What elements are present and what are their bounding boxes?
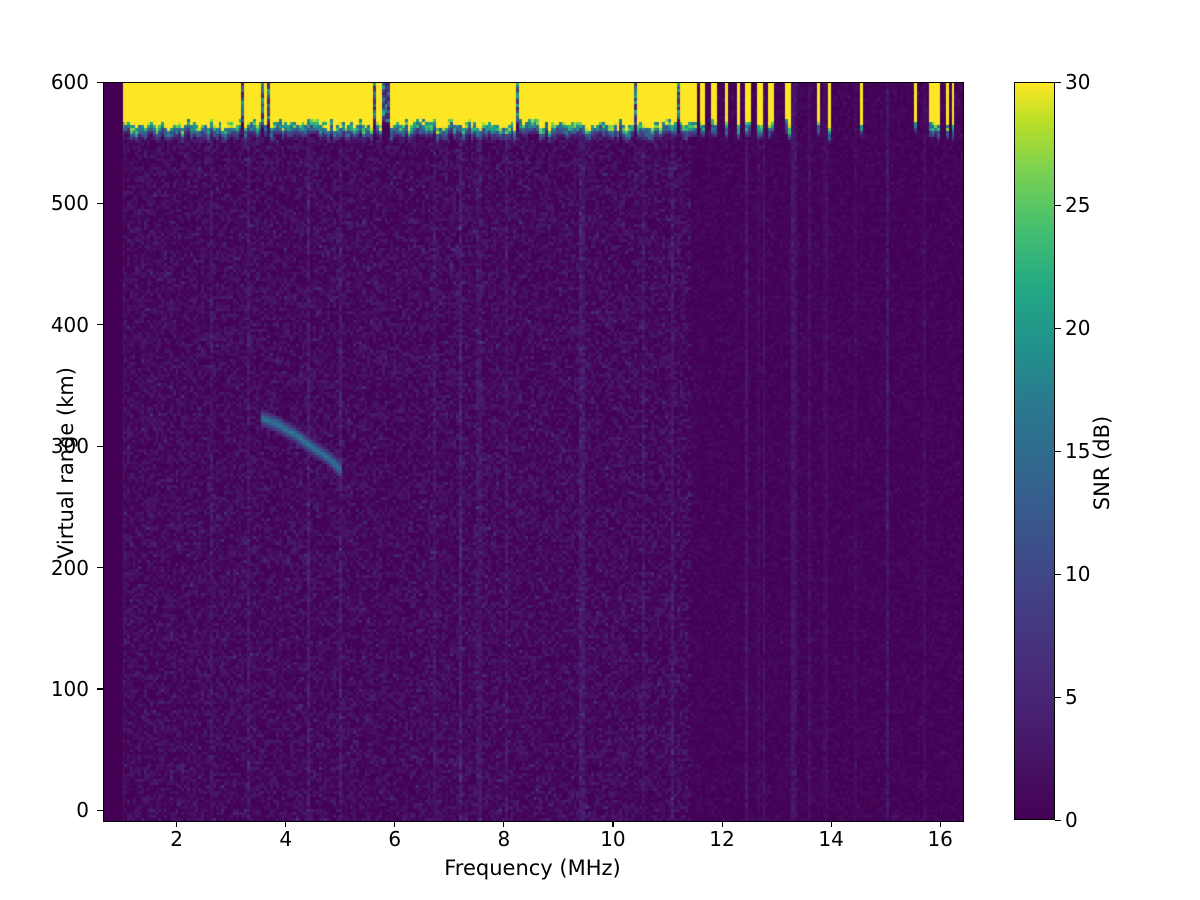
y-tick-label: 100 bbox=[50, 676, 89, 701]
colorbar-tick-mark bbox=[1055, 573, 1061, 575]
y-tick-mark bbox=[97, 445, 103, 447]
y-axis-label: Virtual range (km) bbox=[54, 366, 78, 560]
x-axis-label: Frequency (MHz) bbox=[444, 856, 621, 880]
x-tick-mark bbox=[612, 821, 614, 827]
colorbar-tick-mark bbox=[1055, 450, 1061, 452]
colorbar-gradient bbox=[1014, 82, 1055, 820]
x-tick-label: 14 bbox=[818, 827, 844, 851]
x-tick-label: 6 bbox=[388, 827, 402, 851]
x-tick-label: 16 bbox=[927, 827, 953, 851]
x-tick-mark bbox=[830, 821, 832, 827]
colorbar-tick-mark bbox=[1055, 204, 1061, 206]
y-tick-label: 200 bbox=[50, 555, 89, 580]
colorbar-tick-label: 15 bbox=[1065, 439, 1091, 463]
x-tick-label: 12 bbox=[709, 827, 735, 851]
colorbar-label: SNR (dB) bbox=[1090, 415, 1114, 511]
colorbar-tick-label: 30 bbox=[1065, 70, 1091, 94]
ionogram-plot-area[interactable] bbox=[103, 82, 964, 822]
x-tick-mark bbox=[939, 821, 941, 827]
x-tick-mark bbox=[285, 821, 287, 827]
x-tick-mark bbox=[394, 821, 396, 827]
y-tick-mark bbox=[97, 688, 103, 690]
ionogram-heatmap bbox=[104, 83, 963, 821]
x-tick-mark bbox=[721, 821, 723, 827]
x-tick-mark bbox=[503, 821, 505, 827]
y-tick-mark bbox=[97, 567, 103, 569]
y-tick-mark bbox=[97, 809, 103, 811]
colorbar[interactable]: 0 5 10 15 20 25 30 bbox=[1014, 72, 1090, 830]
y-tick-label: 0 bbox=[76, 798, 89, 823]
colorbar-tick-mark bbox=[1055, 81, 1061, 83]
x-tick-label: 4 bbox=[279, 827, 293, 851]
colorbar-tick-mark bbox=[1055, 327, 1061, 329]
x-tick-label: 8 bbox=[497, 827, 511, 851]
y-tick-label: 300 bbox=[50, 434, 89, 459]
y-tick-label: 400 bbox=[50, 312, 89, 337]
x-tick-label: 2 bbox=[170, 827, 183, 851]
colorbar-tick-label: 10 bbox=[1065, 562, 1091, 586]
colorbar-tick-label: 5 bbox=[1065, 685, 1078, 709]
y-tick-label: 500 bbox=[50, 191, 89, 216]
colorbar-tick-mark bbox=[1055, 696, 1061, 698]
x-tick-label: 10 bbox=[600, 827, 626, 851]
y-tick-label: 600 bbox=[50, 70, 89, 94]
colorbar-tick-label: 0 bbox=[1065, 808, 1078, 832]
colorbar-tick-label: 25 bbox=[1065, 193, 1091, 217]
colorbar-tick-label: 20 bbox=[1065, 316, 1091, 340]
y-tick-mark bbox=[97, 324, 103, 326]
y-tick-mark bbox=[97, 202, 103, 204]
x-tick-mark bbox=[176, 821, 178, 827]
y-tick-mark bbox=[97, 81, 103, 83]
colorbar-tick-mark bbox=[1055, 819, 1061, 821]
